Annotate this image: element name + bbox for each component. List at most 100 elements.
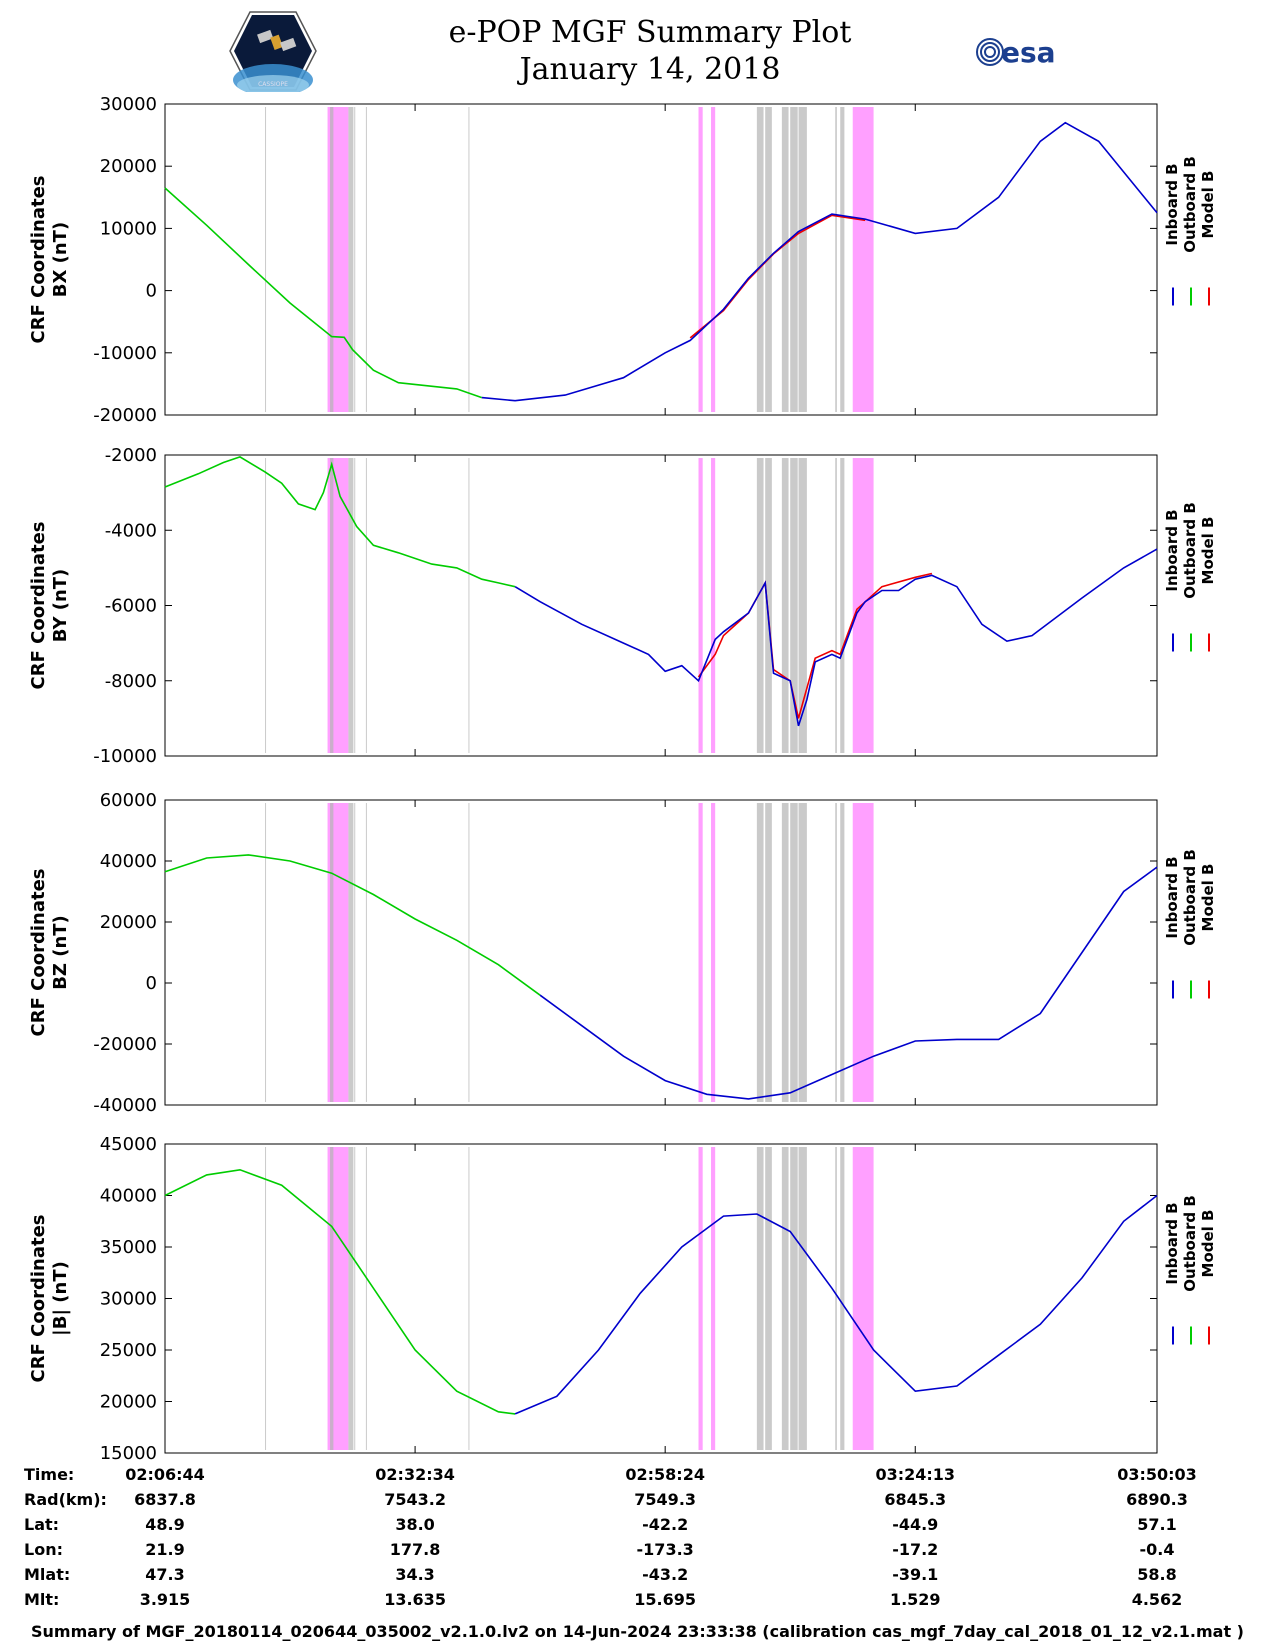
gray-band (790, 803, 798, 1102)
orbit-info-table: Time: 02:06:44 02:32:34 02:58:24 03:24:13 03:… (0, 1465, 1275, 1615)
y-tick-label: -20000 (93, 1034, 157, 1055)
gray-band (365, 803, 367, 1102)
y-axis-label-frame: CRF Coordinates (28, 1215, 49, 1383)
legend-model-b: Model B (1199, 171, 1217, 239)
gray-band (365, 1147, 367, 1450)
legend-outboard-b: Outboard B (1181, 156, 1199, 253)
gray-band (330, 458, 334, 753)
info-value: 1.529 (889, 1590, 941, 1609)
gray-band (765, 458, 772, 753)
legend-outboard-b: Outboard B (1181, 849, 1199, 946)
info-value: -0.4 (1139, 1540, 1175, 1559)
gray-band (468, 1147, 470, 1450)
info-value: -43.2 (642, 1565, 689, 1584)
gray-band (840, 803, 845, 1102)
info-value: 13.635 (384, 1590, 446, 1609)
plot-frame (164, 454, 1158, 757)
info-value: 15.695 (634, 1590, 697, 1609)
magenta-band (698, 458, 703, 753)
gray-band (365, 458, 367, 753)
gray-band (790, 458, 798, 753)
cassiope-caption: CASSIOPE (258, 81, 288, 88)
info-value: 02:58:24 (625, 1465, 705, 1484)
y-axis-label-component: BZ (nT) (50, 915, 71, 990)
gray-band (348, 107, 354, 412)
title-line-1: e-POP MGF Summary Plot (448, 15, 852, 50)
gray-band (781, 458, 789, 753)
info-row-time: Time: 02:06:44 02:32:34 02:58:24 03:24:13 03:… (0, 1465, 1275, 1490)
y-tick-label: 0 (146, 281, 157, 302)
legend-outboard-b: Outboard B (1181, 502, 1199, 599)
inboard-b-series (514, 548, 1158, 727)
y-tick-label: 40000 (100, 1186, 157, 1207)
gray-band (330, 1147, 334, 1450)
magenta-band (852, 1147, 874, 1450)
y-tick-label: 25000 (100, 1340, 157, 1361)
info-value: 38.0 (395, 1515, 435, 1534)
magenta-band (711, 458, 716, 753)
gray-band (840, 1147, 845, 1450)
info-value: 6890.3 (1126, 1490, 1188, 1509)
magenta-band (698, 803, 703, 1102)
gray-band (468, 803, 470, 1102)
plot-frame (164, 799, 1158, 1106)
magenta-band (852, 803, 874, 1102)
gray-band (265, 1147, 267, 1450)
y-tick-label: 30000 (100, 94, 157, 115)
gray-band (348, 458, 354, 753)
gray-band (354, 803, 356, 1102)
info-row-mlt: Mlt: 3.915 13.635 15.695 1.529 4.562 (0, 1590, 1275, 1615)
legend-model-b: Model B (1199, 517, 1217, 585)
y-tick-label: 30000 (100, 1289, 157, 1310)
gray-band (835, 458, 837, 753)
y-tick-label: 0 (146, 973, 157, 994)
magenta-band (711, 107, 716, 412)
gray-band (835, 1147, 837, 1450)
legend-model-b: Model B (1199, 1210, 1217, 1278)
info-value: 21.9 (145, 1540, 185, 1559)
info-value: 4.562 (1131, 1590, 1183, 1609)
info-label: Time: (24, 1465, 75, 1484)
info-value: 7549.3 (634, 1490, 697, 1509)
gray-band (365, 107, 367, 412)
info-row-latitude: Lat: 48.9 38.0 -42.2 -44.9 57.1 (0, 1515, 1275, 1540)
info-value: 177.8 (389, 1540, 441, 1559)
info-value: 03:50:03 (1117, 1465, 1197, 1484)
gray-band (265, 803, 267, 1102)
model-b-series (697, 572, 933, 719)
y-tick-label: -20000 (93, 405, 157, 426)
info-value: 6837.8 (134, 1490, 196, 1509)
y-tick-label: 60000 (100, 790, 157, 811)
gray-band (348, 803, 354, 1102)
info-value: 34.3 (395, 1565, 435, 1584)
gray-band (781, 803, 789, 1102)
magenta-band (711, 1147, 716, 1450)
gray-band (798, 107, 807, 412)
gray-band (835, 107, 837, 412)
gray-band (354, 1147, 356, 1450)
gray-band (756, 803, 764, 1102)
info-label: Rad(km): (24, 1490, 107, 1509)
gray-band (781, 1147, 789, 1450)
gray-band (840, 458, 845, 753)
gray-band (790, 107, 798, 412)
info-value: 02:32:34 (375, 1465, 455, 1484)
info-value: -39.1 (892, 1565, 939, 1584)
gray-band (330, 803, 334, 1102)
esa-logo: esa (976, 36, 1056, 69)
title-line-2: January 14, 2018 (519, 52, 781, 87)
legend-model-b: Model B (1199, 864, 1217, 932)
y-tick-label: -4000 (105, 520, 157, 541)
inboard-b-series (539, 866, 1158, 1100)
legend-inboard-b: Inboard B (1163, 163, 1181, 245)
outboard-b-series (164, 854, 541, 996)
info-label: Lat: (24, 1515, 60, 1534)
gray-band (330, 107, 334, 412)
y-axis-label-component: |B| (nT) (50, 1261, 71, 1336)
magenta-band (711, 803, 716, 1102)
y-tick-label: -40000 (93, 1095, 157, 1116)
y-axis-label-frame: CRF Coordinates (28, 522, 49, 690)
gray-band (348, 1147, 354, 1450)
plot-title: e-POP MGF Summary Plot January 14, 2018 (380, 14, 920, 88)
